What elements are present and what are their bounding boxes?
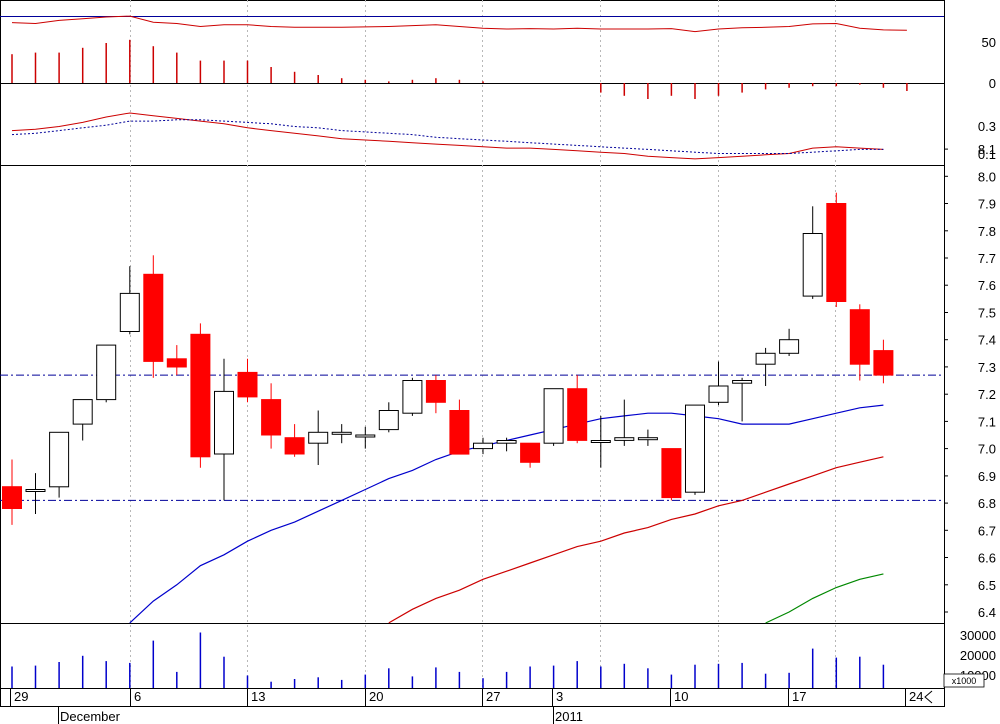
candle-body bbox=[567, 388, 588, 441]
price-tick-label: 6.6 bbox=[978, 551, 996, 566]
vertical-gridlines bbox=[130, 0, 836, 688]
candle-body bbox=[496, 440, 517, 444]
price-tick-label: 7.7 bbox=[978, 251, 996, 266]
price-tick-label: 7.6 bbox=[978, 278, 996, 293]
price-tick-label: 6.9 bbox=[978, 469, 996, 484]
candle-body bbox=[119, 292, 140, 332]
oscillator-panel bbox=[0, 15, 944, 99]
price-tick-label: 7.8 bbox=[978, 224, 996, 239]
price-panel bbox=[0, 192, 944, 624]
volume-unit-box bbox=[943, 673, 985, 688]
price-tick-label: 7.3 bbox=[978, 360, 996, 375]
candle-body bbox=[802, 233, 823, 297]
candle-body bbox=[520, 442, 541, 463]
x-tick-label: 24 bbox=[909, 689, 923, 704]
month-label: 2011 bbox=[555, 709, 583, 724]
candle-body bbox=[190, 333, 211, 458]
candle-body bbox=[214, 390, 234, 455]
volume-unit-label: x1000 bbox=[952, 676, 977, 686]
macd-panel bbox=[11, 112, 884, 160]
candle-body bbox=[473, 442, 493, 450]
candle-body bbox=[284, 437, 305, 455]
price-tick-label: 7.5 bbox=[978, 306, 996, 321]
candle-body bbox=[614, 437, 635, 441]
moving-average-mid bbox=[388, 456, 884, 624]
candle-body bbox=[237, 371, 258, 398]
candle-body bbox=[661, 448, 682, 499]
month-label: December bbox=[60, 709, 121, 724]
candle-body bbox=[2, 486, 22, 510]
candle-body bbox=[331, 431, 352, 435]
candle-body bbox=[779, 339, 800, 354]
oscillator-line bbox=[11, 15, 907, 33]
volume-tick-label: 30000 bbox=[960, 628, 996, 643]
macd-tick-label: 0.1 bbox=[978, 147, 996, 162]
moving-average-long bbox=[765, 573, 884, 624]
candle-body bbox=[826, 203, 847, 302]
x-tick-label: 10 bbox=[674, 689, 688, 704]
price-tick-label: 8.1 bbox=[978, 142, 996, 157]
price-tick-label: 6.4 bbox=[978, 605, 996, 620]
candle-body bbox=[72, 399, 93, 425]
candle-body bbox=[378, 410, 399, 431]
candle-body bbox=[873, 350, 894, 376]
price-tick-label: 6.7 bbox=[978, 523, 996, 538]
x-tick-label: 6 bbox=[134, 689, 141, 704]
candle-body bbox=[708, 385, 729, 403]
candle-body bbox=[143, 273, 164, 362]
candle-body bbox=[49, 431, 70, 488]
price-tick-label: 7.1 bbox=[978, 414, 996, 429]
candle-body bbox=[449, 410, 470, 455]
price-tick-label: 7.4 bbox=[978, 333, 996, 348]
chart-border bbox=[0, 0, 945, 707]
candle-body bbox=[96, 344, 117, 401]
volume-tick-label: 20000 bbox=[960, 648, 996, 663]
price-tick-label: 8.0 bbox=[978, 169, 996, 184]
price-tick-label: 7.9 bbox=[978, 197, 996, 212]
macd-line bbox=[11, 112, 884, 160]
signal-line bbox=[11, 119, 884, 154]
x-axis: 29 6 13 20 27 3 10 17 24 December 2011 bbox=[0, 688, 944, 724]
x-tick-label: 20 bbox=[369, 689, 383, 704]
candle-body bbox=[355, 434, 376, 438]
candle-body bbox=[261, 399, 282, 436]
oscillator-tick-label: 50 bbox=[982, 35, 996, 50]
candle-body bbox=[543, 388, 564, 444]
price-tick-label: 6.5 bbox=[978, 578, 996, 593]
candle-body bbox=[732, 380, 753, 384]
price-tick-label: 6.8 bbox=[978, 496, 996, 511]
macd-tick-label: 0.3 bbox=[978, 119, 996, 134]
oscillator-tick-label: 0 bbox=[989, 76, 996, 91]
candle-body bbox=[849, 309, 870, 365]
candle-body bbox=[425, 380, 446, 403]
candle-body bbox=[402, 380, 423, 414]
panel-frames bbox=[0, 0, 945, 707]
candle-body bbox=[685, 404, 705, 493]
candle-body bbox=[25, 489, 46, 492]
candle-body bbox=[755, 352, 776, 365]
x-tick-label: 17 bbox=[792, 689, 806, 704]
candle-body bbox=[308, 431, 329, 444]
y-axis-labels: 50 0 0.3 0.18.1 8.0 7.9 7.8 7.7 7.6 7.5 7.4 7.3 7.2 7… bbox=[943, 35, 996, 688]
x-tick-label: 29 bbox=[14, 689, 28, 704]
axis-arrow-icon bbox=[924, 690, 933, 704]
candle-body bbox=[166, 358, 187, 368]
candle-body bbox=[637, 437, 658, 441]
x-tick-label: 27 bbox=[486, 689, 500, 704]
x-tick-label: 13 bbox=[251, 689, 265, 704]
price-tick-label: 7.2 bbox=[978, 387, 996, 402]
price-tick-label: 7.0 bbox=[978, 442, 996, 457]
volume-panel bbox=[11, 632, 885, 688]
candle-body bbox=[590, 440, 611, 443]
x-tick-label: 3 bbox=[556, 689, 563, 704]
